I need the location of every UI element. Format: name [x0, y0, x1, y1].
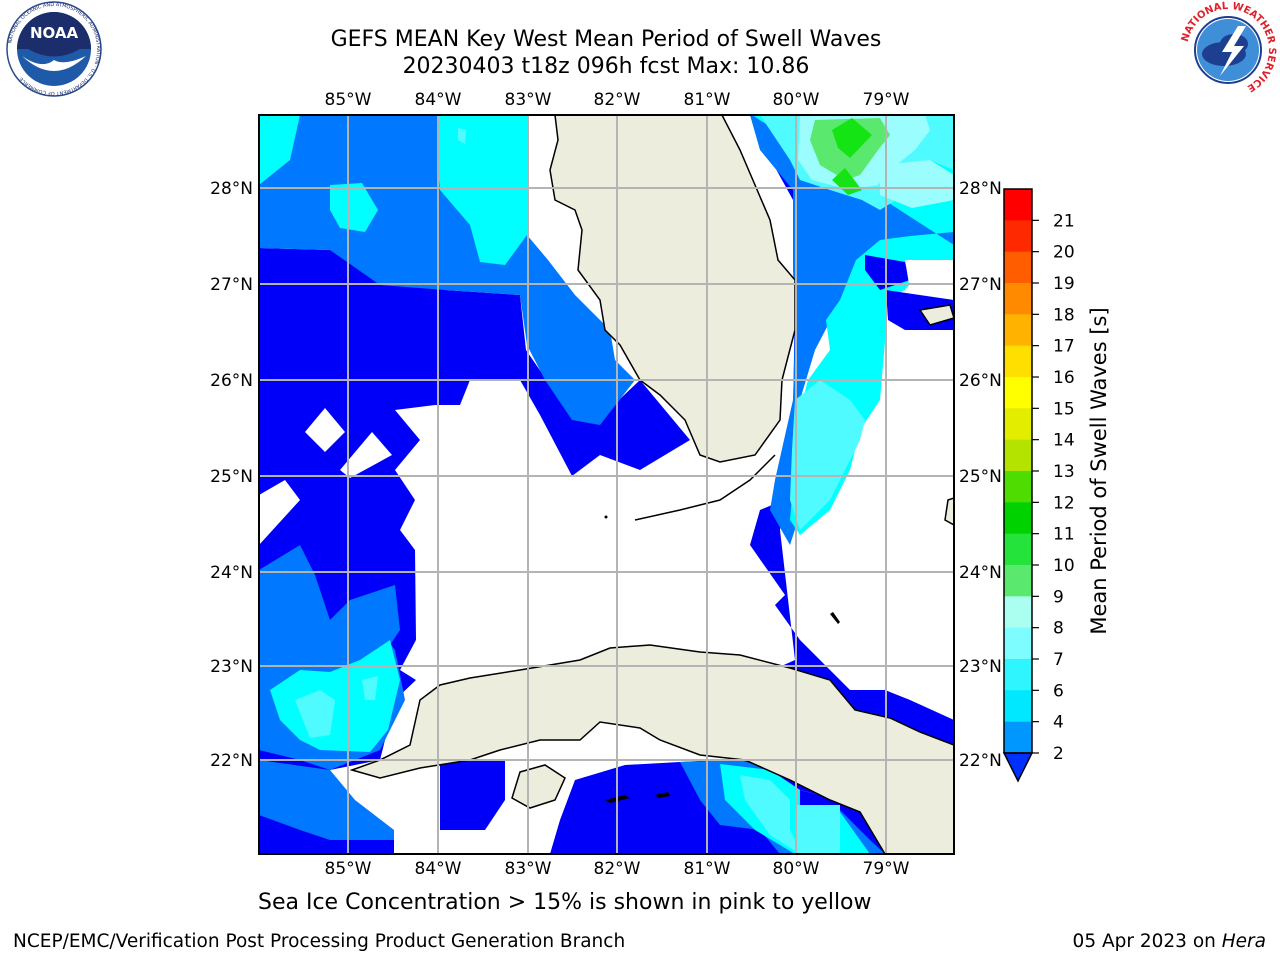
colorbar-segment — [1004, 377, 1032, 409]
colorbar-tick-label: 15 — [1053, 399, 1075, 419]
land-isla-juventud — [511, 764, 566, 809]
sea-ice-note: Sea Ice Concentration > 15% is shown in … — [258, 890, 872, 915]
lon-label: 79°W — [863, 90, 910, 110]
colorbar-segment — [1004, 471, 1032, 503]
land-florida — [527, 115, 796, 463]
lon-label: 79°W — [863, 859, 910, 879]
noaa-logo-text: NOAA — [30, 24, 79, 42]
colorbar-tick-label: 14 — [1053, 431, 1075, 451]
map-grid — [259, 115, 954, 854]
lon-label: 80°W — [773, 90, 820, 110]
colorbar-segment — [1004, 189, 1032, 221]
lon-label: 82°W — [594, 90, 641, 110]
colorbar-label: Mean Period of Swell Waves [s] — [1087, 307, 1111, 634]
lat-label: 23°N — [210, 657, 253, 677]
colorbar-tick-label: 8 — [1053, 619, 1064, 639]
lon-label: 83°W — [505, 859, 552, 879]
map-subtitle: 20230403 t18z 096h fcst Max: 10.86 — [402, 54, 810, 79]
colorbar-segment — [1004, 596, 1032, 629]
colorbar-tick-label: 13 — [1053, 462, 1075, 482]
colorbar-tick-label: 16 — [1053, 368, 1075, 388]
lat-label: 23°N — [959, 657, 1002, 677]
colorbar-tick-label: 19 — [1053, 274, 1075, 294]
colorbar: 2 4 6 7 8 9 10 11 12 13 14 15 16 17 18 19 20 21 — [1002, 188, 1075, 783]
colorbar-tick-label: 6 — [1053, 681, 1064, 701]
colorbar-segment — [1004, 345, 1032, 378]
lat-label: 25°N — [210, 467, 253, 487]
colorbar-segment — [1004, 659, 1032, 691]
land-cuba — [349, 644, 954, 854]
colorbar-segment — [1004, 439, 1032, 472]
lat-labels-left: 28°N 27°N 26°N 25°N 24°N 23°N 22°N — [210, 179, 253, 771]
lon-label: 85°W — [325, 859, 372, 879]
lat-label: 28°N — [959, 179, 1002, 199]
lat-label: 25°N — [959, 467, 1002, 487]
lat-label: 24°N — [210, 563, 253, 583]
colorbar-segment — [1004, 502, 1032, 535]
lon-label: 80°W — [773, 859, 820, 879]
lat-labels-right: 28°N 27°N 26°N 25°N 24°N 23°N 22°N — [959, 179, 1002, 771]
lon-labels-top: 85°W 84°W 83°W 82°W 81°W 80°W 79°W — [325, 90, 910, 110]
footer-machine: Hera — [1221, 931, 1266, 952]
colorbar-extension — [1002, 752, 1034, 783]
colorbar-segment — [1004, 690, 1032, 723]
colorbar-tick-label: 18 — [1053, 305, 1075, 325]
lon-label: 82°W — [594, 859, 641, 879]
swell-region-6-7s — [437, 115, 527, 265]
colorbar-tick-label: 20 — [1053, 243, 1075, 263]
lat-label: 22°N — [210, 751, 253, 771]
nws-logo: NATIONAL WEATHER SERVICE — [1180, 1, 1277, 97]
lon-label: 85°W — [325, 90, 372, 110]
lat-label: 28°N — [210, 179, 253, 199]
map-frame — [258, 114, 955, 855]
colorbar-segment — [1004, 565, 1032, 597]
lat-label: 27°N — [210, 275, 253, 295]
colorbar-tick-label: 10 — [1053, 556, 1075, 576]
footer-date-text: 05 Apr 2023 on — [1072, 931, 1216, 952]
lat-label: 26°N — [959, 371, 1002, 391]
colorbar-tick-label: 7 — [1053, 650, 1064, 670]
noaa-logo: NOAA NATIONAL OCEANIC AND ATMOSPHERIC AD… — [6, 1, 102, 97]
colorbar-tick-label: 12 — [1053, 493, 1075, 513]
colorbar-segment — [1004, 721, 1032, 754]
colorbar-segment — [1004, 533, 1032, 566]
lat-label: 27°N — [959, 275, 1002, 295]
colorbar-tick-label: 2 — [1053, 744, 1064, 764]
lon-label: 84°W — [415, 90, 462, 110]
colorbar-segment — [1004, 220, 1032, 253]
footer-date: 05 Apr 2023 on Hera — [1073, 931, 1266, 952]
footer-credit: NCEP/EMC/Verification Post Processing Pr… — [13, 931, 626, 952]
lat-label: 24°N — [959, 563, 1002, 583]
colorbar-tick-label: 17 — [1053, 337, 1075, 357]
lon-labels-bottom: 85°W 84°W 83°W 82°W 81°W 80°W 79°W — [325, 859, 910, 879]
lon-label: 81°W — [684, 859, 731, 879]
lon-label: 81°W — [684, 90, 731, 110]
map-title: GEFS MEAN Key West Mean Period of Swell … — [330, 27, 882, 52]
swell-region-6-7s-west — [259, 115, 300, 185]
lon-label: 83°W — [505, 90, 552, 110]
colorbar-segment — [1004, 251, 1032, 284]
colorbar-tick-label: 11 — [1053, 525, 1075, 545]
lon-label: 84°W — [415, 859, 462, 879]
lat-label: 22°N — [959, 751, 1002, 771]
colorbar-segment — [1004, 627, 1032, 660]
colorbar-tick-label: 4 — [1053, 713, 1064, 733]
colorbar-segment — [1004, 283, 1032, 315]
colorbar-segment — [1004, 408, 1032, 441]
colorbar-segment — [1004, 314, 1032, 347]
colorbar-tick-label: 21 — [1053, 211, 1075, 231]
lat-label: 26°N — [210, 371, 253, 391]
colorbar-tick-label: 9 — [1053, 587, 1064, 607]
